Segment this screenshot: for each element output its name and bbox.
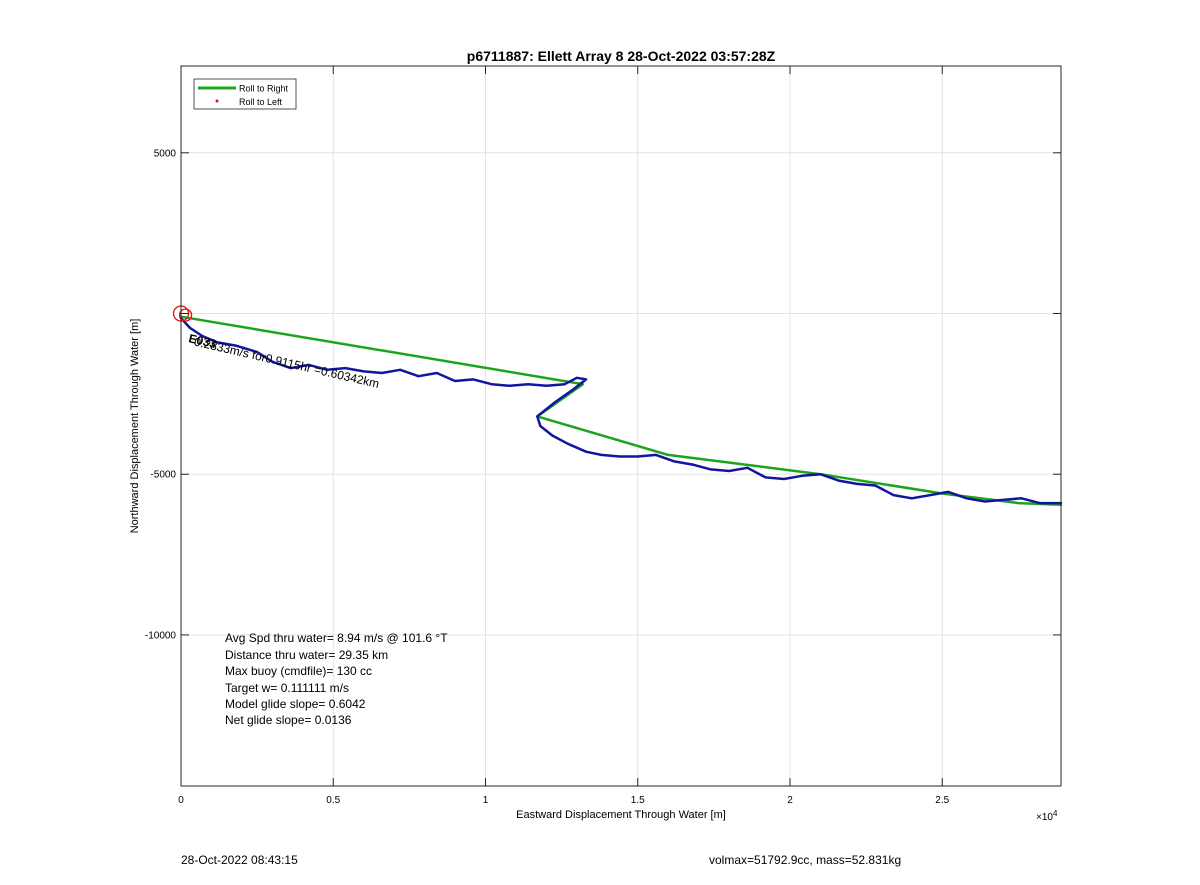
stats-avg-speed: Avg Spd thru water= 8.94 m/s @ 101.6 °T [225,631,448,645]
stats-net-glide-slope: Net glide slope= 0.0136 [225,713,352,727]
axis-ticks [180,66,1061,786]
stats-model-glide-slope: Model glide slope= 0.6042 [225,697,366,711]
y-axis-label: Northward Displacement Through Water [m] [129,319,141,534]
stats-block: Avg Spd thru water= 8.94 m/s @ 101.6 °T … [225,631,448,727]
legend-label-roll-left: Roll to Left [239,97,283,107]
chart-title: p6711887: Ellett Array 8 28-Oct-2022 03:… [467,48,776,64]
x-tick-label: 0.5 [326,795,340,806]
axis-tick-labels: 0 0.5 1 1.5 2 2.5 5000 -5000 -10000 [145,148,950,806]
series-green-line [179,315,1063,507]
x-tick-label: 0 [178,795,184,806]
plot-axes-box [180,65,1062,787]
footer-info: volmax=51792.9cc, mass=52.831kg [709,853,902,867]
legend-label-roll-right: Roll to Right [239,84,289,94]
stats-target-w: Target w= 0.111111 m/s [225,681,349,695]
y-tick-label: -5000 [150,470,176,481]
plot-background [181,66,1061,786]
x-tick-label: 1.5 [631,795,645,806]
y-tick-label: -10000 [145,630,177,641]
series-group [179,315,1063,507]
grid-lines [181,66,1061,786]
footer-date: 28-Oct-2022 08:43:15 [181,853,298,867]
x-tick-label: 2 [787,795,793,806]
start-marker-circle [178,308,193,322]
x-tick-label: 2.5 [935,795,949,806]
legend-box [193,78,297,110]
legend: Roll to Right Roll to Left [193,78,297,110]
series-blue-track [179,317,1063,505]
segment-annotation-prefix: E033 [187,331,218,351]
stats-distance: Distance thru water= 29.35 km [225,648,388,662]
x-axis-label: Eastward Displacement Through Water [m] [516,809,726,821]
x-tick-label: 1 [483,795,489,806]
legend-swatch-roll-left [215,99,219,103]
y-tick-label: 5000 [154,148,177,159]
stats-max-buoy: Max buoy (cmdfile)= 130 cc [225,664,372,678]
x-axis-exponent: ×104 [1036,809,1058,823]
